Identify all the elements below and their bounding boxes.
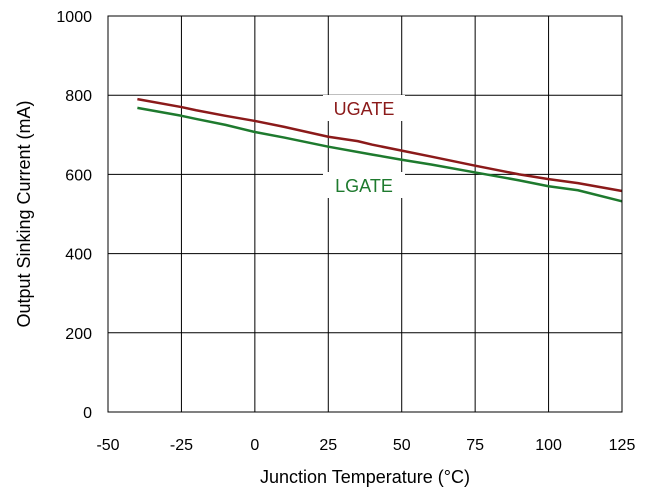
x-tick-label: -25 bbox=[170, 437, 193, 454]
ugate-label-bg bbox=[323, 95, 405, 121]
y-tick-label: 1000 bbox=[56, 9, 92, 26]
lgate-label: LGATE bbox=[335, 176, 393, 196]
x-axis-label: Junction Temperature (°C) bbox=[260, 467, 470, 487]
x-tick-label: 25 bbox=[319, 437, 337, 454]
y-tick-label: 0 bbox=[83, 405, 92, 422]
plot-area bbox=[108, 16, 622, 412]
series-line-ugate bbox=[137, 97, 623, 193]
y-tick-label: 800 bbox=[65, 88, 92, 105]
x-tick-labels: -50 -25 0 25 50 75 100 125 bbox=[96, 437, 635, 454]
y-tick-label: 600 bbox=[65, 167, 92, 184]
x-tick-label: 75 bbox=[466, 437, 484, 454]
plot-frame bbox=[107, 15, 623, 413]
series-layer bbox=[137, 97, 623, 203]
x-tick-label: -50 bbox=[96, 437, 119, 454]
y-axis-label: Output Sinking Current (mA) bbox=[14, 100, 34, 327]
y-tick-label: 200 bbox=[65, 326, 92, 343]
series-line-lgate bbox=[137, 106, 623, 203]
x-tick-label: 0 bbox=[250, 437, 259, 454]
x-tick-label: 125 bbox=[609, 437, 636, 454]
x-tick-label: 50 bbox=[393, 437, 411, 454]
x-tick-label: 100 bbox=[535, 437, 562, 454]
ugate-label: UGATE bbox=[334, 99, 395, 119]
y-tick-label: 400 bbox=[65, 247, 92, 264]
lgate-label-bg bbox=[323, 172, 405, 198]
y-tick-labels: 0 200 400 600 800 1000 bbox=[56, 9, 92, 422]
